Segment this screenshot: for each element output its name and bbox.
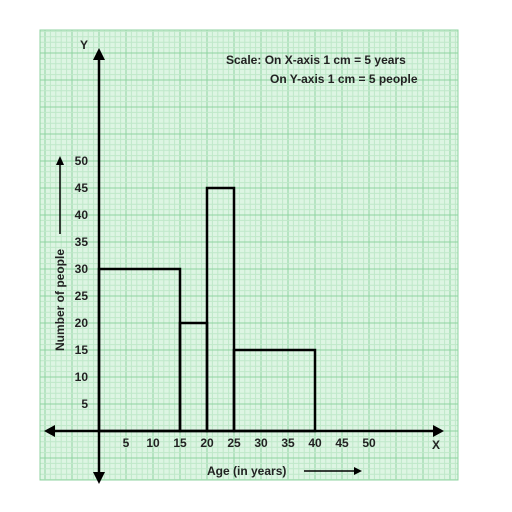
scale-note-line1: Scale: On X-axis 1 cm = 5 years (226, 53, 406, 67)
x-tick-label: 50 (362, 436, 376, 450)
x-axis-letter: X (432, 438, 440, 452)
y-tick-label: 25 (75, 289, 89, 303)
x-tick-label: 15 (173, 436, 187, 450)
y-tick-label: 45 (75, 181, 89, 195)
x-tick-label: 45 (335, 436, 349, 450)
y-tick-label: 15 (75, 343, 89, 357)
x-tick-label: 25 (227, 436, 241, 450)
x-tick-label: 10 (146, 436, 160, 450)
x-tick-label: 20 (200, 436, 214, 450)
x-tick-label: 35 (281, 436, 295, 450)
graph-paper-background (40, 30, 458, 480)
y-tick-label: 10 (75, 370, 89, 384)
y-axis-title: Number of people (53, 249, 67, 351)
x-tick-label: 40 (308, 436, 322, 450)
y-tick-label: 5 (81, 397, 88, 411)
y-tick-label: 20 (75, 316, 89, 330)
y-tick-label: 40 (75, 208, 89, 222)
y-axis-letter: Y (80, 38, 88, 52)
x-tick-label: 30 (254, 436, 268, 450)
x-axis-title: Age (in years) (207, 464, 286, 478)
y-tick-label: 50 (75, 154, 89, 168)
x-tick-label: 5 (123, 436, 130, 450)
y-tick-label: 30 (75, 262, 89, 276)
scale-note-line2: On Y-axis 1 cm = 5 people (270, 72, 418, 86)
y-tick-label: 35 (75, 235, 89, 249)
